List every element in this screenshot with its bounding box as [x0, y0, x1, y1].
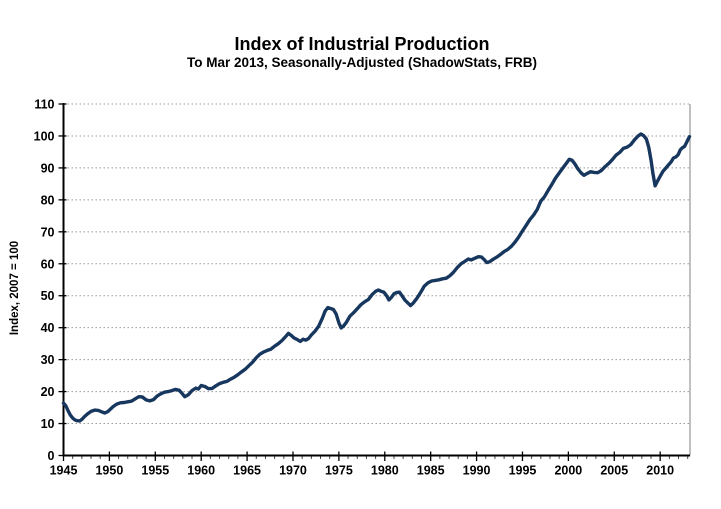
x-tick-label: 1975 [325, 464, 353, 478]
y-tick-label: 10 [41, 417, 55, 431]
x-tick-label: 1965 [233, 464, 261, 478]
x-tick-label: 1970 [279, 464, 307, 478]
x-tick-label: 1950 [95, 464, 123, 478]
x-tick-label: 1945 [50, 464, 78, 478]
y-tick-label: 60 [41, 257, 55, 271]
x-axis: 1945 1950 1955 1960 1965 1970 1975 1980 1985 1990… [50, 451, 690, 478]
series-line [61, 132, 692, 423]
y-tick-label: 100 [34, 129, 55, 143]
chart-subtitle: To Mar 2013, Seasonally-Adjusted (Shadow… [187, 55, 537, 70]
x-tick-label: 1995 [509, 464, 537, 478]
y-axis: 0 10 20 30 40 50 60 70 80 90 100 110 [34, 98, 67, 463]
y-tick-label: 40 [41, 321, 55, 335]
y-tick-label: 80 [41, 193, 55, 207]
x-tick-label: 2010 [646, 464, 674, 478]
y-tick-label: 70 [41, 225, 55, 239]
y-tick-label: 110 [34, 98, 54, 112]
x-tick-label: 2005 [600, 464, 628, 478]
x-tick-label: 1980 [371, 464, 399, 478]
gridlines [63, 103, 690, 425]
x-tick-label: 1990 [463, 464, 491, 478]
y-axis-title: Index, 2007 = 100 [9, 241, 21, 335]
x-tick-label: 1960 [187, 464, 215, 478]
x-tick-label: 2000 [554, 464, 582, 478]
x-tick-label: 1985 [417, 464, 445, 478]
y-tick-label: 0 [48, 449, 55, 463]
y-tick-label: 90 [41, 161, 55, 175]
y-tick-label: 30 [41, 353, 55, 367]
chart-title: Index of Industrial Production [234, 34, 489, 54]
y-tick-label: 50 [41, 289, 55, 303]
y-tick-label: 20 [41, 385, 55, 399]
x-tick-label: 1955 [141, 464, 169, 478]
